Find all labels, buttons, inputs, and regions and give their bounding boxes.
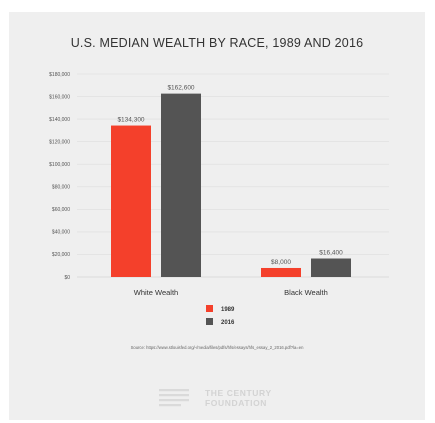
- y-tick-label: $60,000: [52, 207, 70, 213]
- bar-2016-0: [161, 93, 201, 277]
- bar-1989-0: [111, 125, 151, 277]
- source-note: Source: https://www.stlouisfed.org/-/med…: [131, 345, 305, 350]
- y-tick-label: $120,000: [49, 139, 70, 145]
- y-axis-ticks: $0 $20,000 $40,000 $60,000 $80,000 $100,000 $1…: [49, 72, 70, 281]
- legend-label: 2016: [221, 320, 235, 326]
- y-tick-label: $180,000: [49, 72, 70, 78]
- y-tick-label: $20,000: [52, 252, 70, 258]
- logo-text-line1: THE CENTURY: [205, 388, 272, 398]
- legend-label: 1989: [221, 307, 235, 313]
- x-category-label: Black Wealth: [284, 288, 328, 297]
- logo-text-line2: FOUNDATION: [205, 398, 267, 408]
- bar-value-label: $162,600: [167, 85, 194, 92]
- bars: [111, 93, 351, 277]
- bar-2016-1: [311, 258, 351, 277]
- legend: 1989 2016: [206, 305, 235, 326]
- bar-value-label: $8,000: [271, 259, 291, 266]
- chart-panel: U.S. MEDIAN WEALTH BY RACE, 1989 AND 201…: [9, 12, 425, 420]
- y-tick-label: $100,000: [49, 162, 70, 168]
- chart-svg: U.S. MEDIAN WEALTH BY RACE, 1989 AND 201…: [49, 36, 389, 408]
- y-tick-label: $0: [64, 275, 70, 281]
- y-tick-label: $140,000: [49, 117, 70, 123]
- foundation-logo: THE CENTURY FOUNDATION: [159, 388, 272, 408]
- y-tick-label: $40,000: [52, 230, 70, 236]
- bar-value-labels: $134,300 $162,600 $8,000 $16,400: [117, 85, 343, 266]
- y-tick-label: $160,000: [49, 94, 70, 100]
- legend-swatch-1989: [206, 305, 213, 312]
- x-axis-categories: White Wealth Black Wealth: [134, 288, 328, 297]
- x-category-label: White Wealth: [134, 288, 178, 297]
- chart-title: U.S. MEDIAN WEALTH BY RACE, 1989 AND 201…: [71, 36, 364, 50]
- logo-mark: [159, 389, 189, 407]
- bar-value-label: $134,300: [117, 117, 144, 124]
- y-tick-label: $80,000: [52, 185, 70, 191]
- legend-swatch-2016: [206, 318, 213, 325]
- bar-1989-1: [261, 267, 301, 277]
- bar-value-label: $16,400: [319, 250, 343, 257]
